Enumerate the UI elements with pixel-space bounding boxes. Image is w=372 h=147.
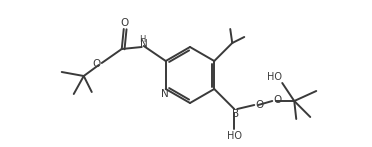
Text: N: N [161,89,169,99]
Text: O: O [93,59,101,69]
Text: N: N [140,39,148,49]
Text: O: O [121,18,129,28]
Text: HO: HO [267,72,282,82]
Text: O: O [273,95,281,105]
Text: O: O [255,100,263,110]
Text: B: B [232,109,239,119]
Text: HO: HO [227,131,242,141]
Text: H: H [140,35,146,44]
